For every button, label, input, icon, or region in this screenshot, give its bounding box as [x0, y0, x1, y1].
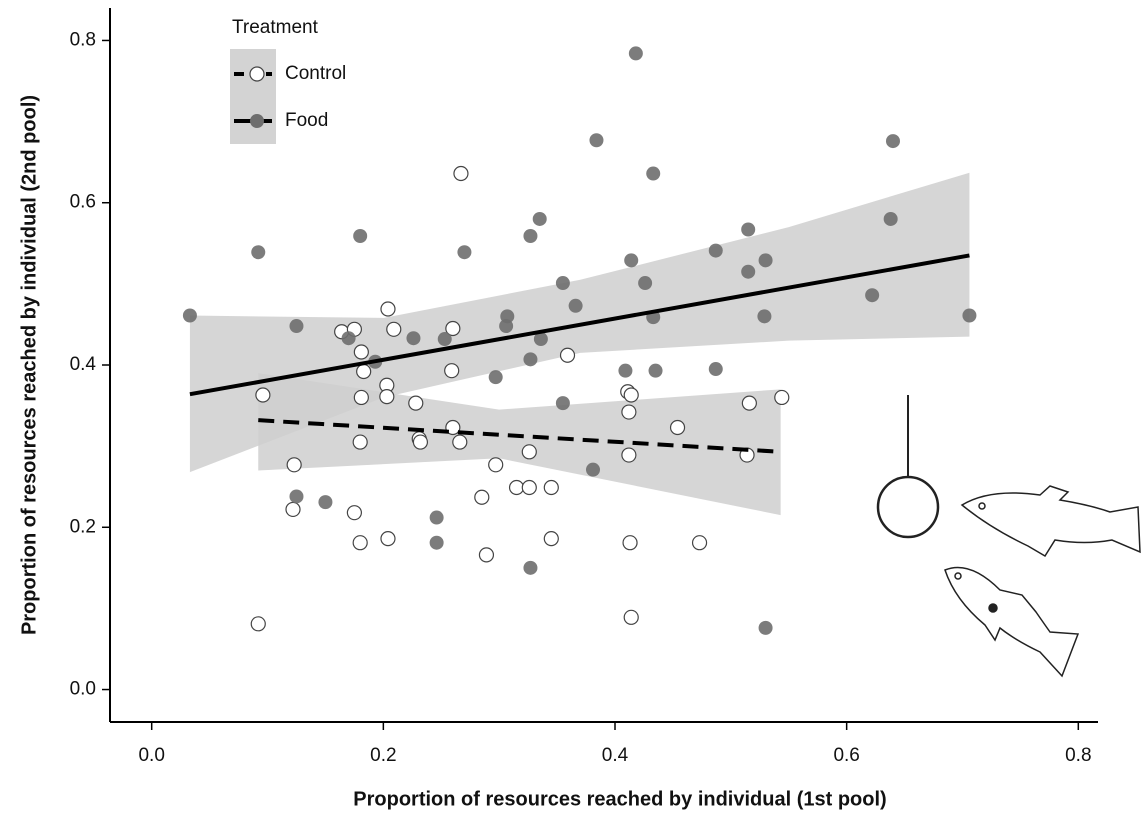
point [342, 331, 356, 345]
point [523, 352, 537, 366]
point [523, 229, 537, 243]
point [353, 229, 367, 243]
point [457, 245, 471, 259]
point [556, 396, 570, 410]
point [589, 133, 603, 147]
point [624, 253, 638, 267]
y-tick-label: 0.8 [70, 29, 96, 50]
point [709, 244, 723, 258]
point [354, 345, 368, 359]
point [775, 390, 789, 404]
point [759, 253, 773, 267]
point [623, 536, 637, 550]
point [522, 481, 536, 495]
point [409, 396, 423, 410]
point [544, 532, 558, 546]
point [741, 223, 755, 237]
legend-marker [250, 114, 264, 128]
legend-label: Control [285, 63, 346, 84]
point [544, 481, 558, 495]
point [671, 420, 685, 434]
point [489, 458, 503, 472]
legend-label: Food [285, 110, 328, 131]
point [523, 561, 537, 575]
point [646, 167, 660, 181]
point [251, 245, 265, 259]
point [618, 364, 632, 378]
x-tick-label: 0.8 [1065, 745, 1091, 766]
point [347, 506, 361, 520]
point [533, 212, 547, 226]
point [183, 309, 197, 323]
point [454, 167, 468, 181]
y-tick-label: 0.4 [70, 354, 97, 375]
point [438, 332, 452, 346]
point [622, 405, 636, 419]
point [354, 390, 368, 404]
y-tick-label: 0.0 [70, 679, 96, 700]
point [430, 536, 444, 550]
point [561, 348, 575, 362]
point [318, 495, 332, 509]
point [709, 362, 723, 376]
point [453, 435, 467, 449]
point [629, 46, 643, 60]
point [387, 322, 401, 336]
point [445, 364, 459, 378]
point [413, 435, 427, 449]
point [865, 288, 879, 302]
legend-marker [250, 67, 264, 81]
point [759, 621, 773, 635]
point [556, 276, 570, 290]
page: {"chart_data": { "type": "scatter", "x_l… [0, 0, 1142, 816]
point [624, 388, 638, 402]
point [510, 481, 524, 495]
point [381, 532, 395, 546]
point [569, 299, 583, 313]
point [353, 536, 367, 550]
point [757, 309, 771, 323]
point [256, 388, 270, 402]
point [406, 331, 420, 345]
point [430, 511, 444, 525]
bands [190, 173, 970, 515]
point [289, 319, 303, 333]
y-axis-title: Proportion of resources reached by indiv… [18, 95, 40, 635]
point [489, 370, 503, 384]
point [357, 364, 371, 378]
point [381, 302, 395, 316]
point [586, 463, 600, 477]
point [479, 548, 493, 562]
legend-key-background [230, 49, 276, 144]
point [287, 458, 301, 472]
point [886, 134, 900, 148]
point [251, 617, 265, 631]
point [380, 390, 394, 404]
legend-title: Treatment [232, 17, 319, 38]
y-tick-label: 0.6 [70, 192, 96, 213]
point [624, 610, 638, 624]
point [741, 265, 755, 279]
point [638, 276, 652, 290]
y-tick-label: 0.2 [70, 516, 96, 537]
x-tick-label: 0.6 [833, 745, 859, 766]
point [522, 445, 536, 459]
point [353, 435, 367, 449]
fish-illustration [878, 395, 1140, 676]
point [622, 448, 636, 462]
x-axis-title: Proportion of resources reached by indiv… [353, 788, 886, 810]
point [475, 490, 489, 504]
x-tick-label: 0.0 [138, 745, 164, 766]
chart: Proportion of resources reached by indiv… [0, 0, 1142, 816]
point [499, 319, 513, 333]
point [649, 364, 663, 378]
point [693, 536, 707, 550]
point [962, 309, 976, 323]
point [289, 489, 303, 503]
point [742, 396, 756, 410]
x-tick-label: 0.4 [602, 745, 629, 766]
point [884, 212, 898, 226]
point [286, 502, 300, 516]
x-tick-label: 0.2 [370, 745, 396, 766]
